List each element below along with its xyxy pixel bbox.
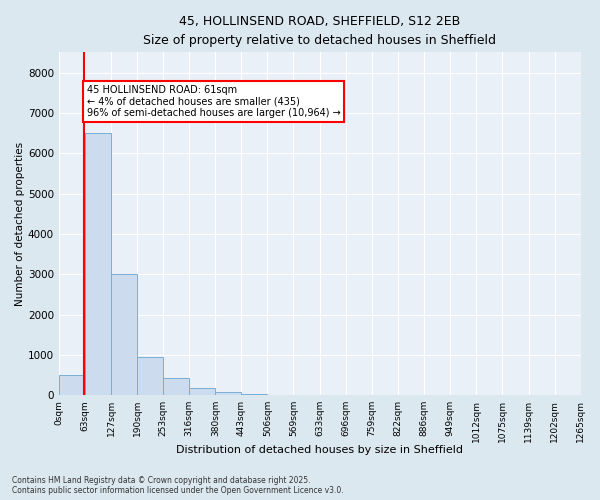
Bar bbox=[85, 133, 111, 395]
Bar bbox=[111, 274, 137, 395]
Text: 45 HOLLINSEND ROAD: 61sqm
← 4% of detached houses are smaller (435)
96% of semi-: 45 HOLLINSEND ROAD: 61sqm ← 4% of detach… bbox=[87, 84, 341, 118]
X-axis label: Distribution of detached houses by size in Sheffield: Distribution of detached houses by size … bbox=[176, 445, 463, 455]
Y-axis label: Number of detached properties: Number of detached properties bbox=[15, 142, 25, 306]
Text: Contains HM Land Registry data © Crown copyright and database right 2025.
Contai: Contains HM Land Registry data © Crown c… bbox=[12, 476, 344, 495]
Bar bbox=[215, 392, 241, 395]
Bar bbox=[59, 375, 85, 395]
Title: 45, HOLLINSEND ROAD, SHEFFIELD, S12 2EB
Size of property relative to detached ho: 45, HOLLINSEND ROAD, SHEFFIELD, S12 2EB … bbox=[143, 15, 496, 47]
Bar bbox=[241, 394, 268, 395]
Bar bbox=[137, 357, 163, 395]
Bar bbox=[189, 388, 215, 395]
Bar bbox=[163, 378, 189, 395]
